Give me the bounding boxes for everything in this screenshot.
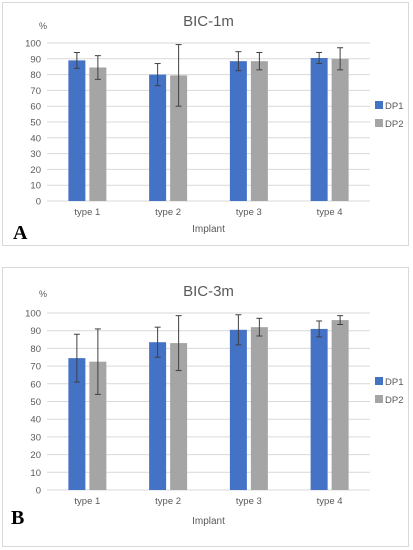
chart-panel-a: BIC-1m% 0 10 20 30 40 50 60 70 80 90 100 type 1 type … [2, 2, 409, 246]
x-tick-label: type 1 [74, 496, 100, 507]
bar-dp1-2 [149, 74, 167, 201]
x-tick-label: type 4 [317, 207, 343, 218]
x-tick-label: type 2 [155, 496, 181, 507]
y-tick-label: 0 [36, 486, 41, 497]
y-tick-label: 20 [30, 165, 41, 176]
bar-dp1-2 [149, 342, 167, 490]
chart-title: BIC-1m [183, 13, 234, 30]
x-tick-label: type 3 [236, 207, 262, 218]
y-tick-label: 80 [30, 70, 41, 81]
y-tick-label: 40 [30, 133, 41, 144]
x-tick-label: type 3 [236, 496, 262, 507]
y-tick-label: 50 [30, 118, 41, 129]
y-tick-label: 70 [30, 362, 41, 373]
chart-title: BIC-3m [183, 283, 234, 300]
y-tick-label: 80 [30, 344, 41, 355]
bar-dp1-4 [310, 328, 328, 490]
panel-letter-b: B [11, 507, 25, 529]
bar-dp1-4 [310, 58, 328, 202]
y-axis-label: % [39, 21, 47, 31]
legend-label: DP1 [385, 101, 403, 112]
legend-swatch-dp1 [375, 101, 383, 109]
bar-dp2-2 [170, 343, 188, 490]
y-tick-label: 10 [30, 468, 41, 479]
x-tick-label: type 1 [74, 207, 100, 218]
y-tick-label: 90 [30, 54, 41, 65]
y-tick-label: 70 [30, 86, 41, 97]
x-axis-label: Implant [192, 224, 225, 235]
chart-b-svg: BIC-3m% 0 10 20 30 40 50 60 70 80 90 100 type 1 type … [25, 283, 403, 527]
y-tick-label: 0 [36, 197, 41, 208]
y-tick-label: 90 [30, 326, 41, 337]
legend-label: DP2 [385, 119, 403, 130]
chart-panel-b: BIC-3m% 0 10 20 30 40 50 60 70 80 90 100 type 1 type … [2, 267, 409, 547]
bar-dp1-1 [68, 60, 86, 201]
y-axis-label: % [39, 289, 47, 299]
y-tick-label: 20 [30, 450, 41, 461]
y-tick-label: 30 [30, 432, 41, 443]
y-tick-label: 50 [30, 397, 41, 408]
x-axis-label: Implant [192, 516, 225, 527]
legend-label: DP2 [385, 395, 403, 406]
bar-dp2-4 [331, 58, 349, 201]
y-tick-label: 30 [30, 149, 41, 160]
bar-dp2-3 [250, 61, 268, 201]
bar-dp1-3 [229, 61, 247, 201]
y-tick-label: 10 [30, 181, 41, 192]
legend-swatch-dp2 [375, 395, 383, 403]
bar-dp2-3 [250, 327, 268, 490]
legend-swatch-dp1 [375, 377, 383, 385]
legend-label: DP1 [385, 377, 403, 388]
x-tick-label: type 2 [155, 207, 181, 218]
y-tick-label: 100 [25, 309, 41, 320]
y-tick-label: 60 [30, 379, 41, 390]
chart-a-svg: BIC-1m% 0 10 20 30 40 50 60 70 80 90 100 type 1 type … [25, 13, 403, 235]
panel-letter-a: A [13, 222, 28, 244]
bar-dp2-1 [89, 361, 107, 490]
x-tick-label: type 4 [317, 496, 343, 507]
y-tick-label: 100 [25, 39, 41, 50]
bar-dp1-1 [68, 358, 86, 490]
bar-dp2-1 [89, 67, 107, 202]
y-tick-label: 60 [30, 102, 41, 113]
bar-dp2-2 [170, 75, 188, 201]
legend-swatch-dp2 [375, 119, 383, 127]
bar-dp1-3 [229, 329, 247, 490]
y-tick-label: 40 [30, 415, 41, 426]
bar-dp2-4 [331, 320, 349, 490]
